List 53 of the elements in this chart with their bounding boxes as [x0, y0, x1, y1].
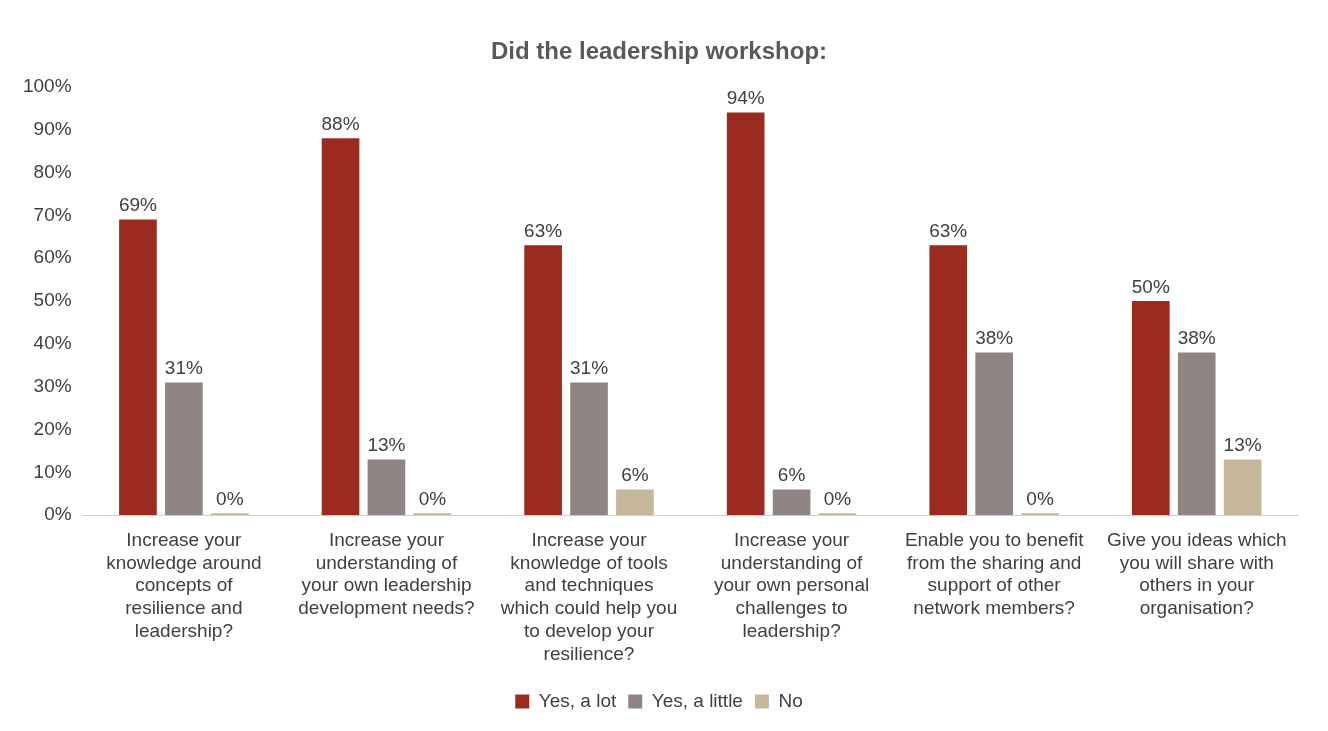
legend-label: Yes, a little — [651, 689, 743, 711]
data-label: 0% — [1026, 487, 1054, 509]
y-tick-label: 30% — [33, 374, 72, 396]
data-label: 38% — [975, 327, 1014, 349]
data-label: 63% — [524, 220, 563, 242]
bar — [321, 138, 360, 516]
y-tick-label: 10% — [33, 460, 72, 482]
data-label: 50% — [1131, 275, 1170, 297]
data-label: 13% — [1223, 434, 1262, 456]
data-label: 13% — [367, 434, 406, 456]
data-label: 31% — [570, 357, 609, 379]
data-label: 6% — [777, 464, 806, 486]
legend-label: No — [778, 689, 803, 711]
x-tick-label: Increase your knowledge of tools and techniques which could help you to develop your resilience? — [499, 528, 678, 664]
y-tick-label: 20% — [33, 417, 72, 439]
x-tick-label: Increase your knowledge around concepts of resilience and leadership? — [106, 528, 262, 642]
y-tick-label: 100% — [22, 75, 72, 97]
data-label: 63% — [929, 220, 968, 242]
bar — [975, 352, 1013, 516]
data-label: 69% — [118, 194, 158, 216]
legend-label: Yes, a lot — [538, 689, 617, 711]
bar — [929, 245, 968, 516]
x-tick-label: Enable you to benefit from the sharing and support of other network members? — [904, 528, 1085, 619]
chart-title: Did the leadership workshop: — [490, 37, 828, 65]
data-label: 6% — [621, 464, 649, 486]
data-label: 31% — [164, 357, 203, 379]
x-tick-label: Increase your understanding of your own personal challenges to leadership? — [713, 528, 870, 642]
data-label: 88% — [321, 112, 360, 134]
bar — [367, 459, 406, 516]
x-tick-label: Give you ideas which you will share with others in your organisation? — [1106, 528, 1287, 619]
bar — [1223, 459, 1262, 516]
data-label: 38% — [1177, 327, 1216, 349]
data-label: 0% — [216, 487, 244, 509]
bar — [524, 245, 562, 516]
bar — [570, 382, 608, 516]
bar — [165, 382, 203, 516]
y-tick-label: 50% — [33, 289, 72, 311]
y-tick-label: 40% — [33, 332, 72, 354]
bar — [616, 489, 654, 516]
y-tick-label: 0% — [44, 503, 72, 525]
data-label: 94% — [726, 87, 765, 109]
bar — [119, 219, 157, 516]
data-label: 0% — [418, 487, 447, 509]
bar — [726, 112, 765, 516]
y-tick-label: 70% — [33, 203, 72, 225]
y-tick-label: 90% — [33, 117, 72, 139]
data-label: 0% — [823, 487, 852, 509]
y-tick-label: 60% — [33, 246, 72, 268]
bar — [772, 489, 811, 516]
x-tick-label: Increase your understanding of your own leadership development needs? — [298, 528, 475, 619]
y-tick-label: 80% — [33, 160, 72, 182]
bar — [1177, 352, 1216, 516]
bar — [1131, 301, 1170, 516]
